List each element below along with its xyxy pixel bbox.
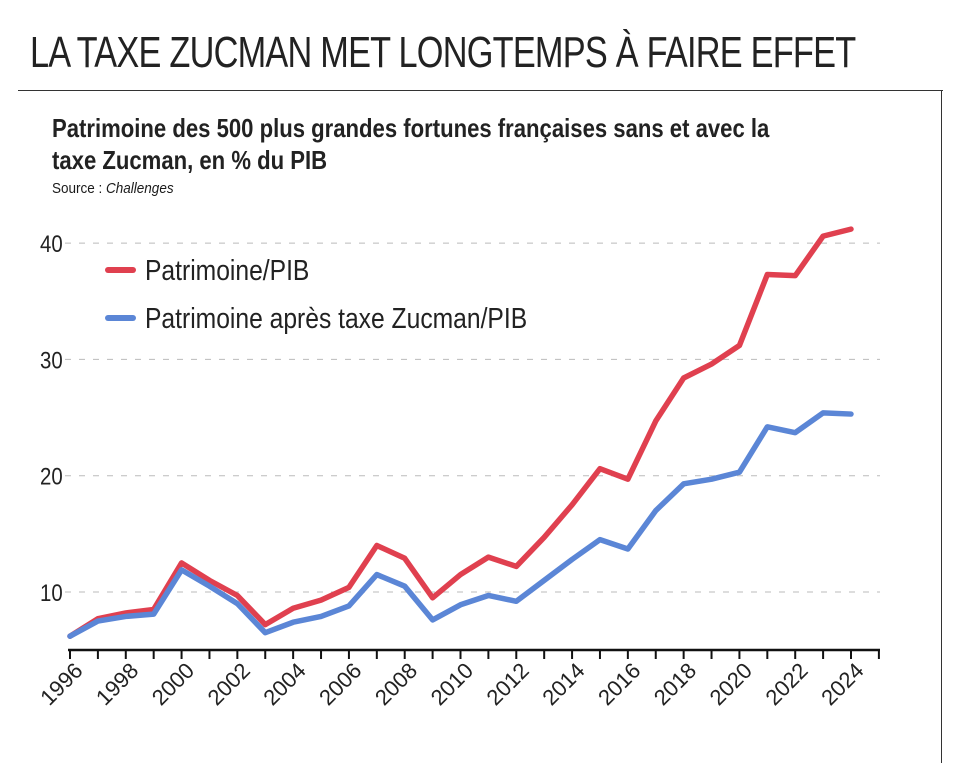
x-tick-label: 2006 [314,658,366,710]
y-tick-label: 30 [40,347,63,374]
x-tick-label: 2014 [537,658,589,710]
x-tick-label: 2012 [482,658,534,710]
source-name: Challenges [106,180,174,197]
series-line-patrimoine [67,226,854,639]
x-tick-label: 2010 [426,658,478,710]
x-tick-label: 2000 [147,658,199,710]
chart-source: Source : Challenges [52,180,174,197]
legend-label: Patrimoine/PIB [145,254,309,286]
x-tick-label: 2024 [816,658,868,710]
y-tick-label: 20 [40,463,63,490]
legend-label: Patrimoine après taxe Zucman/PIB [145,302,527,334]
y-tick-label: 10 [40,579,63,606]
x-tick-label: 1998 [91,658,143,710]
x-tick-label: 2008 [370,658,422,710]
x-tick-label: 1996 [35,658,87,710]
x-tick-label: 2004 [258,658,310,710]
chart-title: LA TAXE ZUCMAN MET LONGTEMPS À FAIRE EFF… [30,28,856,77]
x-tick-label: 2020 [705,658,757,710]
series-line-apres-taxe [67,410,854,639]
chart-subtitle: Patrimoine des 500 plus grandes fortunes… [52,113,770,175]
title-divider [18,90,943,91]
x-tick-label: 2016 [593,658,645,710]
frame-border [941,90,942,763]
source-label: Source : [52,180,107,197]
x-tick-label: 2018 [649,658,701,710]
x-tick-label: 2002 [203,658,255,710]
x-tick-label: 2022 [760,658,812,710]
y-tick-label: 40 [40,231,63,258]
